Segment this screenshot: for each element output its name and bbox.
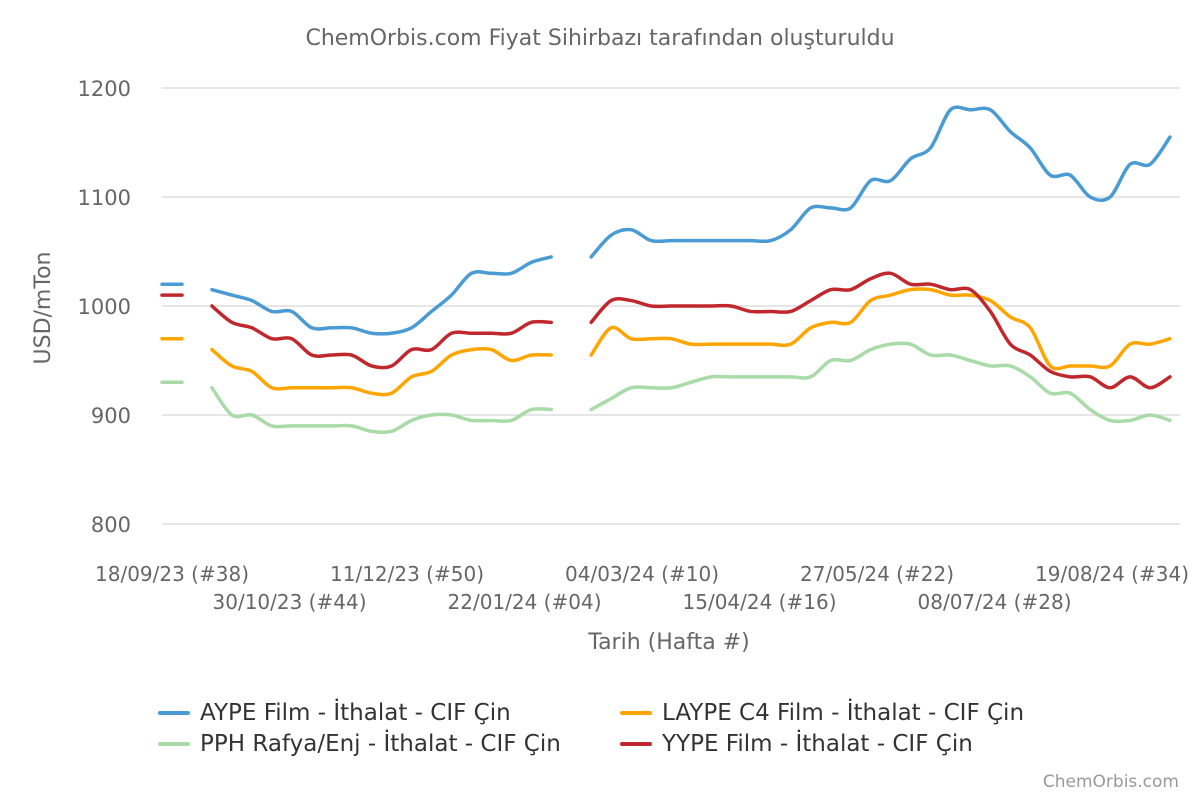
legend-swatch-yype <box>620 742 652 746</box>
x-tick-label: 11/12/23 (#50) <box>330 562 484 586</box>
legend-swatch-aype <box>158 711 190 715</box>
series-segment-laype <box>589 287 1172 371</box>
series-line-yype <box>160 271 1172 390</box>
x-axis-label: Tarih (Hafta #) <box>587 630 749 655</box>
x-tick-label: 18/09/23 (#38) <box>95 562 249 586</box>
x-tick-label: 19/08/24 (#34) <box>1035 562 1189 586</box>
series-segment-yype <box>589 271 1172 390</box>
legend-swatch-pph <box>158 742 190 746</box>
legend-label-aype: AYPE Film - İthalat - CIF Çin <box>200 700 511 726</box>
legend-item-laype[interactable]: LAYPE C4 Film - İthalat - CIF Çin <box>620 700 1024 726</box>
x-tick-label: 27/05/24 (#22) <box>800 562 954 586</box>
x-tick-label: 04/03/24 (#10) <box>565 562 719 586</box>
y-tick-label: 1200 <box>78 77 131 101</box>
chart-title: ChemOrbis.com Fiyat Sihirbazı tarafından… <box>305 26 895 51</box>
y-tick-label: 1000 <box>78 295 131 319</box>
series-segment-aype <box>589 105 1172 259</box>
legend-item-yype[interactable]: YYPE Film - İthalat - CIF Çin <box>620 731 973 757</box>
legend-label-laype: LAYPE C4 Film - İthalat - CIF Çin <box>662 700 1025 726</box>
x-tick-label: 15/04/24 (#16) <box>683 590 837 614</box>
legend-item-aype[interactable]: AYPE Film - İthalat - CIF Çin <box>158 700 511 726</box>
chemorbis-watermark: ChemOrbis.com <box>1042 772 1179 792</box>
x-tick-label: 08/07/24 (#28) <box>918 590 1072 614</box>
series-line-laype <box>160 287 1172 397</box>
y-tick-label: 800 <box>91 513 131 537</box>
y-axis-label: USD/mTon <box>31 252 56 365</box>
legend-item-pph[interactable]: PPH Rafya/Enj - İthalat - CIF Çin <box>158 731 561 757</box>
series-line-pph <box>160 341 1172 435</box>
x-tick-label: 22/01/24 (#04) <box>448 590 602 614</box>
y-tick-label: 1100 <box>78 186 131 210</box>
series-line-aype <box>160 105 1172 336</box>
series-segment-aype <box>210 255 553 336</box>
legend-label-pph: PPH Rafya/Enj - İthalat - CIF Çin <box>200 731 561 757</box>
y-tick-label: 900 <box>91 404 131 428</box>
series-segment-yype <box>210 304 553 370</box>
legend-swatch-laype <box>620 711 652 715</box>
series-segment-laype <box>210 346 553 397</box>
series-segment-pph <box>210 386 553 435</box>
x-tick-label: 30/10/23 (#44) <box>213 590 367 614</box>
legend-label-yype: YYPE Film - İthalat - CIF Çin <box>662 731 973 757</box>
series-segment-pph <box>589 341 1172 424</box>
